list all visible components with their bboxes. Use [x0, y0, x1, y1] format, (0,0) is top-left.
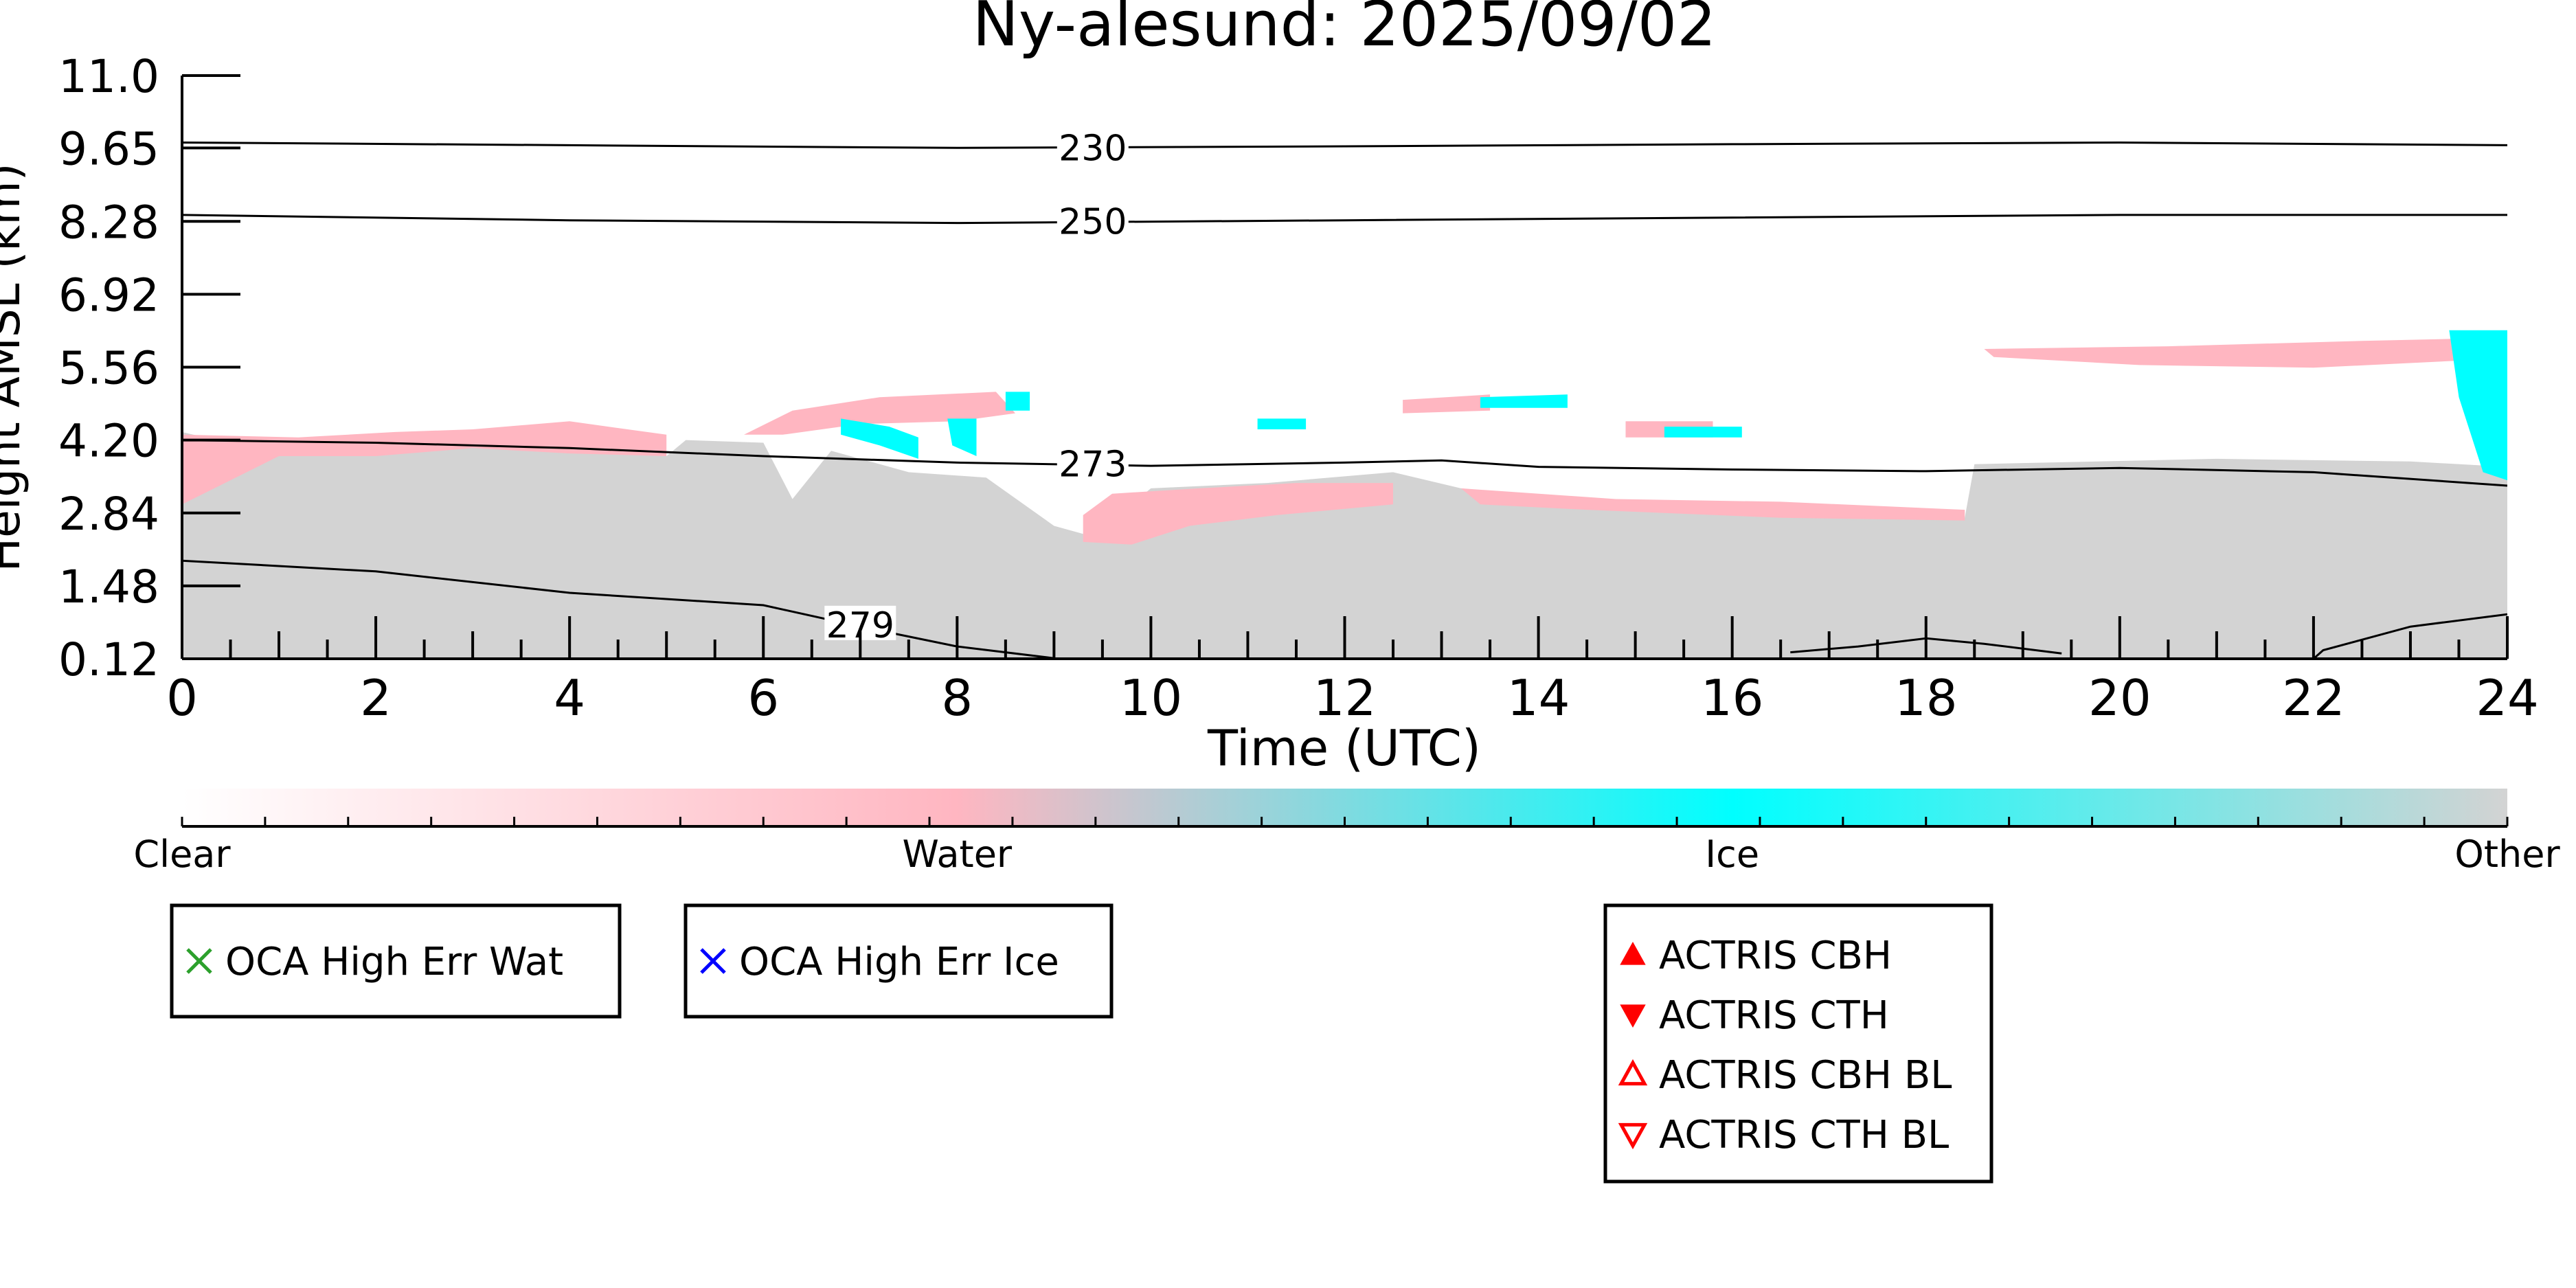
legend-marker-triangle [1618, 1059, 1648, 1086]
y-axis-label: Height AMSL (km) [0, 163, 30, 572]
legend-frame [683, 903, 1114, 1019]
region-ice-10 [1005, 392, 1030, 411]
colorbar: Clear Water Ice Other [133, 789, 2560, 876]
region-ice-9 [947, 418, 977, 456]
legend-marker-x [700, 948, 726, 974]
contour-label-bg-230 [1057, 128, 1129, 163]
x-axis-label: Time (UTC) [1207, 719, 1481, 777]
contour-label-bg-250 [1057, 202, 1129, 237]
region-ice-11 [1480, 394, 1568, 408]
region-ice-8 [841, 418, 918, 459]
contour-line-230 [182, 141, 2507, 149]
legend-label: OCA High Err Wat [225, 940, 563, 984]
legends: OCA High Err Wat OCA High Err Ice ACTRIS C… [170, 903, 1993, 1184]
colorbar-label-ice: Ice [1705, 833, 1759, 876]
x-tick-label: 22 [2282, 669, 2345, 727]
x-tick-label: 4 [554, 669, 585, 727]
x-tick-label: 10 [1120, 669, 1183, 727]
y-tick-label: 0.12 [58, 633, 159, 686]
contour-line-273 [182, 439, 2507, 487]
legend-box: OCA High Err Wat [170, 903, 622, 1019]
legend-label: OCA High Err Ice [739, 940, 1059, 984]
region-water-3 [1083, 483, 1393, 545]
legend-marker-triangle [1620, 941, 1646, 965]
colorbar-label-water: Water [903, 833, 1013, 876]
chart-title: Ny-alesund: 2025/09/02 [973, 0, 1717, 60]
legend-marker-triangle [1620, 1004, 1646, 1028]
legend-box: OCA High Err Ice [683, 903, 1114, 1019]
legend-marker-triangle [1618, 1122, 1648, 1150]
y-tick-label: 4.20 [58, 415, 159, 468]
contour-line-250 [182, 214, 2507, 225]
colorbar-label-other: Other [2454, 833, 2560, 876]
y-tick-label: 6.92 [58, 269, 159, 321]
contour-label-bg-273 [1057, 444, 1129, 479]
legend-box: ACTRIS CBH ACTRIS CTH ACTRIS CBH BL ACTRIS … [1603, 903, 1993, 1184]
x-tick-label: 24 [2476, 669, 2539, 727]
legend-frame [1603, 903, 1993, 1184]
x-tick-label: 6 [747, 669, 779, 727]
legend-label: ACTRIS CBH [1659, 934, 1892, 978]
region-water-6 [1403, 394, 1491, 414]
legend-marker-x [186, 948, 212, 974]
x-tick-label: 16 [1701, 669, 1764, 727]
contour-label-273: 273 [1059, 444, 1127, 486]
y-tick-label: 1.48 [58, 561, 159, 613]
region-other-0 [182, 431, 2507, 659]
x-tick-label: 20 [2088, 669, 2151, 727]
x-tick-label: 18 [1895, 669, 1958, 727]
contour-label-250: 250 [1059, 201, 1127, 242]
x-tick-label: 2 [360, 669, 392, 727]
y-tick-label: 11.0 [58, 50, 159, 103]
y-tick-label: 2.84 [58, 488, 159, 541]
contour-label-230: 230 [1059, 128, 1127, 169]
region-ice-13 [1664, 427, 1742, 438]
region-water-2 [744, 392, 1015, 435]
legend-label: ACTRIS CTH [1659, 993, 1889, 1038]
y-tick-label: 9.65 [58, 122, 159, 175]
region-ice-12 [1257, 418, 1307, 429]
colorbar-label-clear: Clear [133, 833, 231, 876]
contour-line-5 [2312, 613, 2507, 659]
legend-frame [170, 903, 622, 1019]
legend-label: ACTRIS CTH BL [1659, 1113, 1949, 1157]
y-tick-label: 5.56 [58, 342, 159, 395]
y-tick-label: 8.28 [58, 196, 159, 249]
x-tick-label: 0 [166, 669, 198, 727]
region-ice-14 [2449, 330, 2507, 481]
region-water-5 [1984, 338, 2478, 368]
legend-label: ACTRIS CBH BL [1659, 1053, 1952, 1098]
x-tick-label: 8 [941, 669, 973, 727]
category-regions [182, 330, 2507, 659]
x-tick-label: 14 [1507, 669, 1570, 727]
x-tick-label: 12 [1313, 669, 1377, 727]
region-water-4 [1460, 488, 1965, 521]
